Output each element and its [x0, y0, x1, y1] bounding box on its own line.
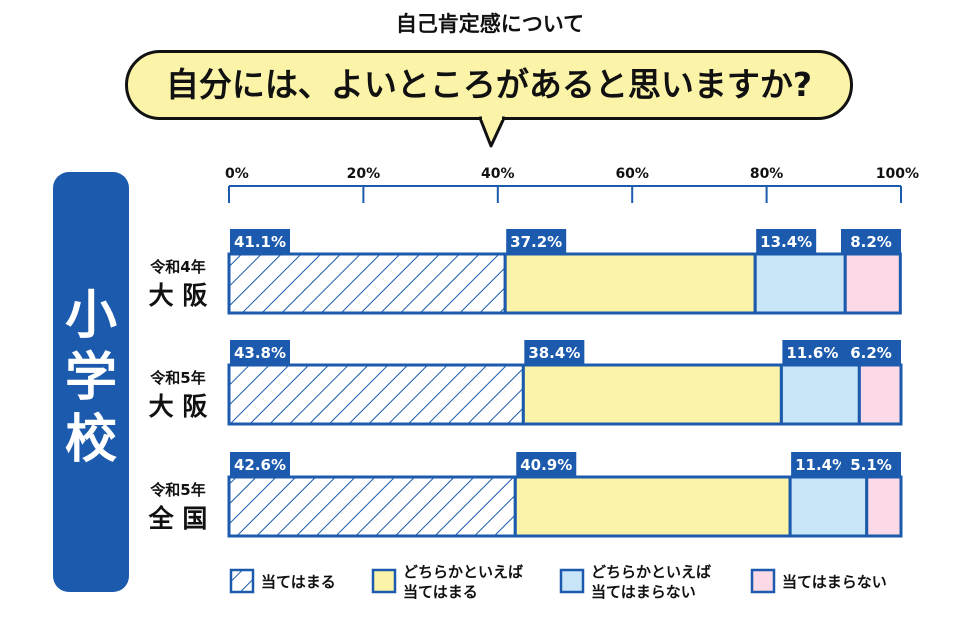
x-tick-label: 100%: [876, 166, 919, 182]
value-label: 6.2%: [850, 344, 892, 362]
value-label-tag: [516, 452, 577, 476]
legend-label: どちらかといえば: [591, 563, 711, 581]
value-label: 37.2%: [510, 233, 562, 251]
row-label-year: 令和5年: [150, 369, 205, 387]
row-label-region: 全 国: [148, 504, 208, 533]
bar-segment-disagree: [843, 252, 902, 315]
value-label: 42.6%: [234, 456, 286, 474]
row-label-year: 令和4年: [150, 258, 205, 276]
value-label-tag: [230, 452, 290, 476]
value-label: 8.2%: [850, 233, 892, 251]
value-label-tag: [841, 452, 901, 476]
legend-label: どちらかといえば: [403, 563, 523, 581]
bar-segment-somewhat-agree: [513, 475, 792, 538]
value-label: 38.4%: [528, 344, 580, 362]
value-label-tag: [506, 229, 567, 253]
x-tick-label: 20%: [347, 166, 381, 182]
row-label-year: 令和5年: [150, 481, 205, 499]
school-level-tag: [53, 172, 129, 592]
legend-swatch: [371, 568, 397, 594]
school-level-char: 校: [64, 410, 117, 470]
legend-label: 当てはまらない: [591, 583, 696, 601]
value-label: 11.6%: [786, 344, 838, 362]
value-label-tag: [524, 340, 585, 364]
value-label-tag: [756, 229, 817, 253]
legend-label: 当てはまらない: [782, 573, 887, 591]
x-tick-label: 40%: [481, 166, 515, 182]
bar-segment-disagree: [865, 475, 903, 538]
value-label: 43.8%: [234, 344, 286, 362]
value-label: 40.9%: [520, 456, 572, 474]
legend-label: 当てはまる: [403, 583, 478, 601]
bar-segment-agree: [227, 475, 517, 538]
school-level-label: 小 学 校: [53, 285, 129, 471]
legend-swatch: [229, 568, 255, 594]
row-label-region: 大 阪: [149, 281, 208, 310]
school-level-char: 学: [64, 348, 117, 408]
value-label-tag: [230, 229, 290, 253]
speech-bubble: [125, 50, 853, 120]
legend-swatch: [559, 568, 585, 594]
row-label-region: 大 阪: [149, 392, 208, 421]
legend-swatch: [750, 568, 776, 594]
value-label-tag: [782, 340, 843, 364]
bar-segment-somewhat-disagree: [753, 252, 847, 315]
value-label-tag: [230, 340, 290, 364]
chart-title: 自分には、よいところがあると思いますか?: [165, 65, 813, 104]
x-tick-label: 80%: [750, 166, 784, 182]
legend-label: 当てはまる: [261, 573, 336, 591]
speech-bubble-tail: [478, 116, 506, 148]
value-label: 11.4%: [795, 456, 847, 474]
value-label: 13.4%: [760, 233, 812, 251]
bar-segment-somewhat-disagree: [788, 475, 869, 538]
value-label-tag: [841, 340, 901, 364]
x-tick-label: 60%: [615, 166, 649, 182]
bar-segment-somewhat-disagree: [779, 363, 861, 426]
bar-segment-somewhat-agree: [503, 252, 757, 315]
bar-segment-agree: [227, 252, 507, 315]
value-label-tag: [841, 229, 901, 253]
value-label: 5.1%: [850, 456, 892, 474]
school-level-char: 小: [64, 286, 117, 346]
chart-subtitle: 自己肯定感について: [395, 12, 585, 36]
value-label: 41.1%: [234, 233, 286, 251]
bar-segment-agree: [227, 363, 525, 426]
bar-segment-somewhat-agree: [521, 363, 783, 426]
x-tick-label: 0%: [225, 166, 249, 182]
bar-segment-disagree: [857, 363, 903, 426]
